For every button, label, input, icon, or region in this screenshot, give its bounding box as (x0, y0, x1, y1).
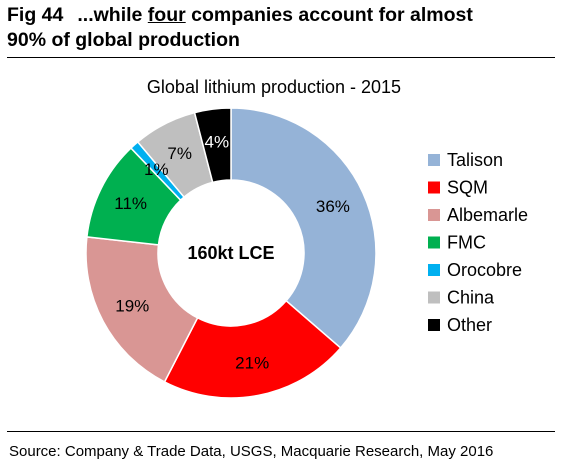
legend-label-fmc: FMC (447, 233, 486, 253)
chart-legend: Talison SQM Albemarle FMC Orocobre China Other (428, 150, 528, 335)
footer-divider (7, 431, 555, 432)
legend-swatch-albemarle (428, 209, 440, 221)
slice-albemarle (85, 236, 199, 383)
legend-label-china: China (447, 288, 495, 308)
legend-label-talison: Talison (447, 150, 503, 170)
slice-labels: 36% 21% 19% 11% 1%7% 4% (114, 132, 350, 372)
legend-swatch-other (428, 319, 440, 331)
source-note: Source: Company & Trade Data, USGS, Macq… (9, 443, 494, 460)
legend-swatch-talison (428, 154, 440, 166)
slice-label-china: 7% (167, 144, 192, 163)
legend-label-sqm: SQM (447, 178, 488, 198)
donut-center-label: 160kt LCE (187, 243, 274, 263)
legend-swatch-orocobre (428, 264, 440, 276)
donut-slices (85, 107, 377, 399)
legend-swatch-china (428, 291, 440, 304)
header-divider (7, 57, 555, 58)
figure-number: Fig 44 (7, 4, 64, 26)
slice-label-talison: 36% (316, 197, 350, 216)
slice-other (193, 107, 232, 184)
figure-title-part-2: companies account for almost (185, 4, 473, 26)
slice-label-orocobre: 1% (144, 160, 169, 179)
slice-label-albemarle: 19% (115, 296, 149, 315)
legend-label-albemarle: Albemarle (447, 205, 528, 225)
legend-label-other: Other (447, 315, 492, 335)
slice-label-sqm: 21% (235, 353, 269, 372)
figure-title-emphasis: four (147, 4, 186, 26)
legend-swatch-sqm (428, 181, 440, 194)
figure-title-part-1: ...while (77, 4, 148, 26)
figure-header-line-1: Fig 44 ...while four companies account fo… (7, 3, 555, 28)
slice-label-other: 4% (205, 132, 230, 151)
slice-label-fmc: 11% (114, 194, 147, 213)
legend-label-orocobre: Orocobre (447, 260, 522, 280)
figure-header: Fig 44 ...while four companies account fo… (7, 3, 555, 53)
chart-title: Global lithium production - 2015 (146, 77, 402, 97)
legend-swatch-fmc (428, 236, 440, 249)
figure-header-line-2: 90% of global production (7, 29, 240, 51)
slice-sqm (163, 299, 342, 399)
slice-talison (230, 107, 377, 350)
